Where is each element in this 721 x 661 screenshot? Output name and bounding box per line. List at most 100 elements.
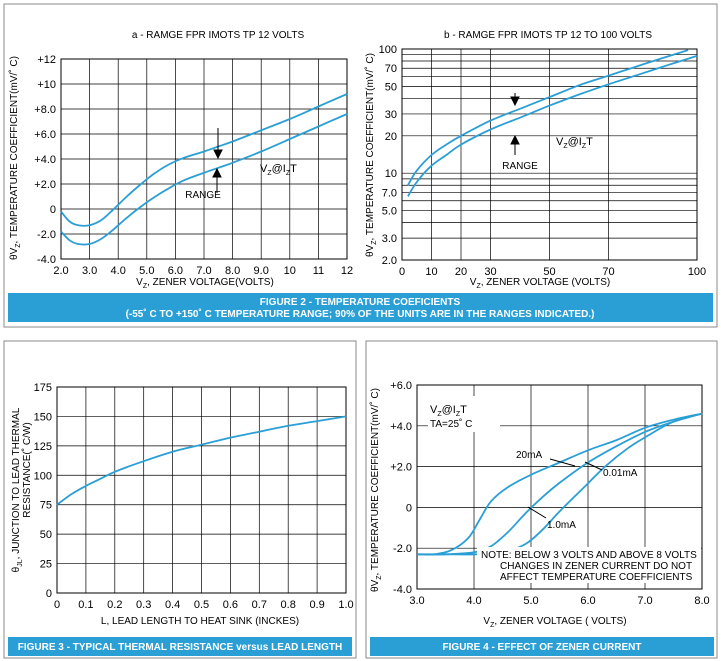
g3-ytick-4: 100 bbox=[34, 470, 52, 482]
fig2b-ylabel: θVZ, TEMPERATURE COEFFICIENT(mV/˚ C) bbox=[364, 53, 378, 257]
figure4-panel bbox=[365, 340, 718, 659]
fig2b-vz-label: VZ@IZT bbox=[556, 136, 593, 150]
g2b-ytick-8: 70 bbox=[385, 63, 397, 75]
figure3-caption-bar bbox=[8, 637, 352, 656]
figure2-caption-bar bbox=[8, 293, 713, 322]
g2a-xtick-0: 2.0 bbox=[53, 265, 68, 277]
g3-ytick-3: 75 bbox=[40, 500, 52, 512]
fig2a-curves bbox=[60, 93, 348, 246]
g2b-ytick-4: 10 bbox=[385, 168, 397, 180]
fig2a-vz-label: VZ@IZT bbox=[260, 163, 297, 177]
g4-ytick-5: +6.0 bbox=[390, 380, 412, 392]
g3-xtick-5: 0.5 bbox=[194, 599, 209, 611]
g2b-ytick-2: 5.0 bbox=[382, 206, 397, 218]
g4-xtick-5: 8.0 bbox=[694, 595, 709, 607]
fig2a-arrowhead-up bbox=[212, 167, 222, 178]
chart-fig3: 0 25 50 75 100 125 150 175 0 0.1 0.2 0.3 0.4 0.5 0.6 0.… bbox=[11, 382, 354, 627]
g2a-ytick-1: -2.0 bbox=[37, 229, 56, 241]
g2a-series-upper bbox=[60, 93, 348, 227]
g2b-xtick-3: 30 bbox=[484, 266, 496, 278]
g2a-xtick-1: 3.0 bbox=[82, 265, 97, 277]
fig3-grid bbox=[56, 386, 347, 594]
fig2a-arrowhead-down bbox=[213, 149, 223, 160]
fig4-curves bbox=[416, 412, 703, 556]
fig4-legend-vz: VZ@IZT bbox=[430, 404, 467, 418]
g2a-xtick-5: 7.0 bbox=[196, 265, 211, 277]
fig3-ticks: 0 25 50 75 100 125 150 175 0 0.1 0.2 0.3 0.4 0.5 0.6 0.… bbox=[34, 382, 354, 611]
g3-ytick-2: 50 bbox=[40, 529, 52, 541]
fig2b-arrowhead-down bbox=[510, 96, 520, 107]
g2a-xtick-10: 12 bbox=[341, 265, 353, 277]
fig2b-range-label: RANGE bbox=[502, 161, 538, 172]
g2b-xtick-5: 70 bbox=[602, 266, 614, 278]
fig4-pointer-1mA bbox=[527, 506, 547, 519]
g2a-ytick-3: +2.0 bbox=[34, 179, 56, 191]
g2b-ytick-0: 2.0 bbox=[382, 255, 397, 267]
g2b-xtick-2: 20 bbox=[455, 266, 467, 278]
fig4-pointer-20mA bbox=[549, 458, 576, 467]
fig2b-xlabel: VZ, ZENER VOLTAGE (VOLTS) bbox=[470, 277, 610, 290]
g2b-series-lower bbox=[407, 55, 698, 197]
g2b-ytick-9: 100 bbox=[379, 44, 397, 56]
g2b-series-upper bbox=[407, 49, 689, 186]
g2a-xtick-3: 5.0 bbox=[139, 265, 154, 277]
g4-ytick-1: -2.0 bbox=[393, 543, 412, 555]
g3-series-thermal-resistance bbox=[56, 415, 347, 506]
fig4-label-001mA: 0.01mA bbox=[603, 468, 638, 479]
g4-xtick-2: 5.0 bbox=[523, 595, 538, 607]
g2a-xtick-4: 6.0 bbox=[168, 265, 183, 277]
g3-xtick-6: 0.6 bbox=[223, 599, 238, 611]
fig4-note-bg bbox=[477, 547, 701, 583]
g4-series-1-0ma bbox=[416, 412, 703, 556]
g4-series-0-01ma bbox=[416, 412, 703, 556]
chart-fig2b: b - RAMGE FPR IMOTS TP 12 TO 100 VOLTS 2… bbox=[364, 30, 706, 290]
g3-ytick-1: 25 bbox=[40, 559, 52, 571]
fig4-note-line2: CHANGES IN ZENER CURRENT DO NOT bbox=[500, 561, 692, 572]
fig3-curves bbox=[56, 415, 347, 506]
g4-xtick-3: 6.0 bbox=[580, 595, 595, 607]
g3-ytick-6: 150 bbox=[34, 411, 52, 423]
fig4-ticks: -4.0 -2.0 0 +2.0 +4.0 +6.0 3.0 4.0 5.0 6.0 7.0 8.0 bbox=[390, 380, 709, 607]
fig2a-xlabel: VZ, ZENER VOLTAGE(VOLTS) bbox=[136, 277, 274, 290]
g4-ytick-3: +2.0 bbox=[390, 462, 412, 474]
fig4-xlabel: VZ, ZENER VOLTAGE ( VOLTS) bbox=[483, 616, 626, 629]
fig2b-grid bbox=[401, 48, 698, 261]
g4-xtick-1: 4.0 bbox=[466, 595, 481, 607]
g2a-ytick-6: +8.0 bbox=[34, 104, 56, 116]
g3-xtick-2: 0.2 bbox=[107, 599, 122, 611]
g3-ytick-0: 0 bbox=[46, 588, 52, 600]
figure2-caption-line1: FIGURE 2 - TEMPERATURE COEFICIENTS bbox=[260, 297, 461, 308]
figure3-panel bbox=[3, 340, 357, 659]
fig2b-title: b - RAMGE FPR IMOTS TP 12 TO 100 VOLTS bbox=[444, 30, 652, 41]
chart-fig2a: a - RAMGE FPR IMOTS TP 12 VOLTS -4.0 -2.0… bbox=[8, 30, 353, 290]
fig3-ylabel-line2: RESISTANCE(˚ C/W) bbox=[21, 422, 33, 517]
g2a-series-lower bbox=[60, 113, 348, 246]
g2b-xtick-6: 100 bbox=[688, 266, 706, 278]
g2b-xtick-4: 50 bbox=[543, 266, 555, 278]
fig4-label-1mA: 1.0mA bbox=[547, 520, 576, 531]
g3-xtick-8: 0.8 bbox=[281, 599, 296, 611]
figure4-caption: FIGURE 4 - EFFECT OF ZENER CURRENT bbox=[443, 642, 642, 653]
fig2a-ylabel: θVZ, TEMPERATURE COEFFICIENT(mV/˚ C) bbox=[8, 56, 22, 260]
fig2b-curves bbox=[407, 49, 698, 197]
g2b-ytick-5: 20 bbox=[385, 131, 397, 143]
g2a-ytick-0: -4.0 bbox=[37, 254, 56, 266]
g4-ytick-2: 0 bbox=[406, 502, 412, 514]
fig2a-range-label: RANGE bbox=[185, 190, 221, 201]
fig4-legend-bg bbox=[428, 396, 500, 432]
g3-xtick-10: 1.0 bbox=[338, 599, 353, 611]
figure2-caption-line2: (-55˚ C TO +150˚ C TEMPERATURE RANGE; 90… bbox=[126, 308, 595, 320]
g3-xtick-1: 0.1 bbox=[78, 599, 93, 611]
g2a-ytick-2: 0 bbox=[50, 204, 56, 216]
g3-ytick-7: 175 bbox=[34, 382, 52, 394]
g4-ytick-0: -4.0 bbox=[393, 584, 412, 596]
fig4-legend-ta: TA=25˚ C bbox=[430, 418, 472, 430]
chart-fig4: -4.0-2.00+2.0+4.0+6.03.0 4.0 5.0 6.0 7.0 8.0 … bbox=[369, 380, 710, 629]
figure2-panel bbox=[3, 3, 718, 328]
g2b-ytick-6: 30 bbox=[385, 109, 397, 121]
g2b-ytick-1: 3.0 bbox=[382, 233, 397, 245]
fig4-note-line3: AFFECT TEMPERATURE COEFFICIENTS bbox=[500, 572, 693, 583]
g2a-xtick-8: 10 bbox=[284, 265, 296, 277]
fig4-pointer-001mA bbox=[584, 461, 603, 471]
